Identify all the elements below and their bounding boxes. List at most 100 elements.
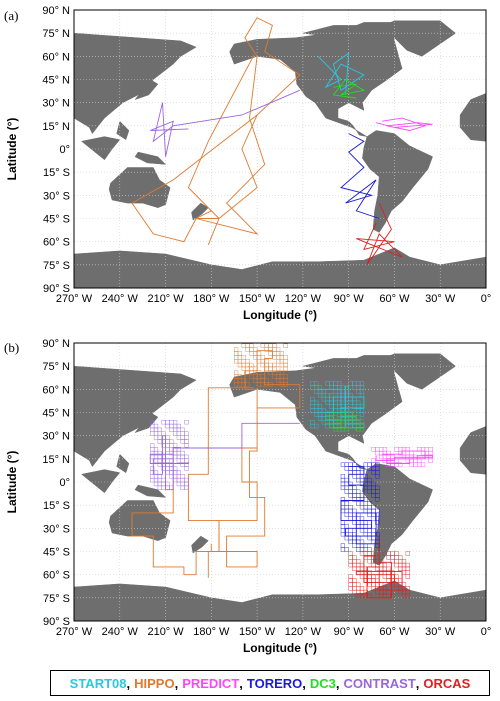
grid-cell-start08: [317, 385, 323, 390]
y-tick-label: 0°: [59, 477, 70, 489]
legend-entry-torero: TORERO: [246, 675, 303, 691]
legend-entry-start08: START08: [69, 675, 127, 691]
grid-cell-hippo: [245, 382, 250, 387]
grid-cell-contrast: [150, 420, 155, 425]
grid-cell-contrast: [172, 466, 178, 471]
legend-entry-hippo: HIPPO: [134, 675, 175, 691]
land-south-america: [362, 130, 433, 233]
grid-cell-orcas: [401, 559, 407, 564]
grid-cell-hippo: [233, 370, 239, 375]
grid-cell-torero: [359, 516, 365, 521]
grid-cell-orcas: [390, 570, 395, 575]
land-greenland: [375, 353, 456, 390]
land-south-america: [362, 463, 433, 566]
x-tick-label: 210° W: [147, 626, 184, 638]
grid-cell-contrast: [184, 420, 189, 425]
grid-cell-orcas: [375, 578, 380, 583]
y-tick-label: 45° S: [43, 547, 70, 559]
grid-cell-torero: [371, 505, 376, 510]
x-axis-title: Longitude (°): [243, 308, 317, 322]
gridded-track-hippo: [187, 387, 255, 578]
grid-cell-hippo: [272, 343, 277, 348]
grid-cell-predict: [405, 447, 410, 452]
grid-cell-orcas: [367, 570, 372, 575]
land-new-zealand: [191, 535, 209, 554]
grid-cell-start08: [348, 393, 353, 398]
legend-separator: ,: [126, 675, 131, 691]
grid-cell-hippo: [249, 362, 254, 368]
y-tick-label: 30° N: [42, 98, 70, 110]
y-tick-label: 75° S: [43, 593, 70, 605]
grid-cell-torero: [352, 508, 357, 514]
x-tick-label: 0°: [481, 293, 492, 305]
grid-cell-start08: [352, 396, 357, 402]
grid-cell-start08: [337, 381, 342, 386]
grid-cell-hippo: [233, 347, 239, 352]
grid-cell-hippo: [283, 343, 288, 348]
grid-cell-contrast: [180, 474, 185, 479]
x-tick-label: 270° W: [56, 626, 93, 638]
grid-cell-torero: [340, 543, 345, 548]
flight-track-torero: [340, 133, 380, 219]
grid-cell-torero: [340, 497, 345, 502]
grid-cell-predict: [409, 450, 414, 456]
grid-cell-start08: [337, 400, 342, 405]
x-axis-title: Longitude (°): [243, 641, 317, 655]
grid-cell-contrast: [165, 435, 170, 440]
grid-cell-torero: [363, 474, 368, 479]
x-tick-label: 180° W: [193, 626, 230, 638]
grid-cell-orcas: [352, 578, 357, 583]
y-tick-label: 30° S: [43, 523, 70, 535]
panel-label: (a): [4, 8, 18, 23]
grid-cell-torero: [356, 535, 361, 541]
grid-cell-torero: [344, 524, 349, 529]
grid-cell-orcas: [398, 578, 403, 583]
land-japan: [134, 79, 159, 101]
grid-cell-contrast: [176, 423, 181, 429]
gridded-track-hippo: [131, 447, 258, 576]
grid-cell-contrast: [184, 431, 189, 436]
grid-cell-orcas: [394, 574, 399, 579]
grid-cell-dc3: [359, 419, 365, 424]
map-frame: [73, 9, 487, 289]
grid-cell-contrast: [153, 470, 159, 475]
grid-cell-torero: [359, 539, 365, 545]
y-tick-label: 0°: [59, 144, 70, 156]
grid-cell-orcas: [356, 582, 361, 587]
grid-cell-orcas: [394, 551, 399, 556]
grid-cell-torero: [367, 477, 372, 483]
grid-cell-dc3: [329, 411, 334, 416]
x-tick-label: 150° W: [239, 293, 276, 305]
grid-cell-dc3: [352, 411, 357, 416]
x-tick-label: 120° W: [285, 626, 322, 638]
grid-cell-start08: [344, 389, 349, 394]
grid-cell-torero: [367, 501, 372, 506]
y-tick-label: 15° N: [42, 454, 70, 466]
grid-cell-torero: [356, 489, 361, 494]
flight-track-dc3: [332, 78, 366, 99]
x-tick-label: 60° W: [379, 293, 410, 305]
y-axis-title: Latitude (°): [5, 451, 19, 514]
grid-cell-orcas: [390, 593, 395, 599]
grid-cell-hippo: [241, 355, 246, 360]
x-tick-label: 30° W: [425, 293, 456, 305]
flight-track-hippo: [195, 17, 301, 235]
grid-cell-orcas: [367, 593, 372, 599]
grid-cell-dc3: [344, 427, 349, 432]
land-sumatra-borneo: [81, 136, 121, 161]
grid-cell-contrast: [153, 423, 159, 429]
legend-entry-contrast: CONTRAST: [343, 675, 416, 691]
grid-cell-contrast: [157, 427, 162, 432]
grid-cell-hippo: [253, 366, 258, 371]
grid-cell-contrast: [180, 450, 185, 456]
flight-track-start08: [317, 52, 365, 95]
grid-cell-torero: [348, 528, 353, 533]
grid-cell-start08: [340, 385, 345, 390]
y-tick-label: 90° S: [43, 616, 70, 628]
flight-track-predict: [375, 117, 433, 131]
land-new-guinea: [134, 484, 167, 498]
grid-cell-orcas: [348, 574, 353, 579]
grid-cell-hippo: [283, 374, 288, 379]
grid-cell-start08: [321, 389, 326, 394]
grid-cell-contrast: [169, 439, 174, 444]
